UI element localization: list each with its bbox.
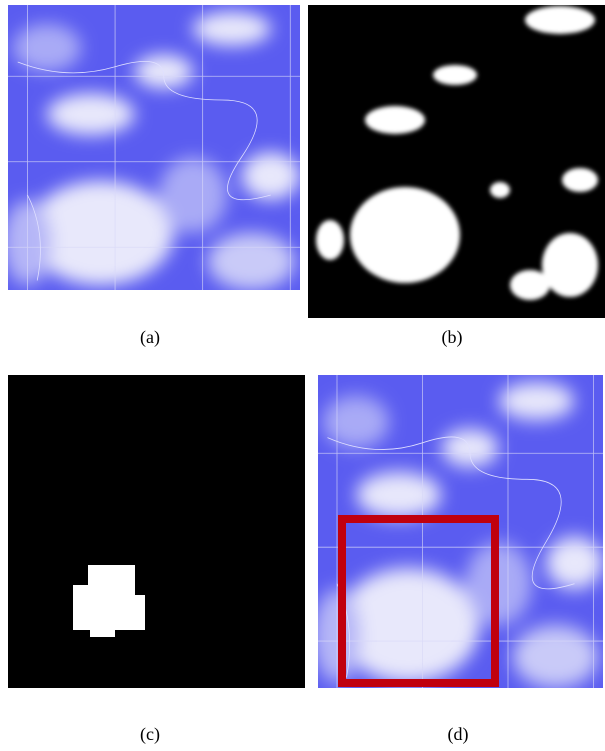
binary-image [308, 5, 605, 318]
satellite-image [3, 5, 300, 290]
caption: (d) [448, 724, 469, 745]
caption: (b) [442, 327, 463, 348]
figure: (a) (b) (c) (d) [0, 0, 605, 751]
cloud-layer [313, 375, 603, 688]
mask-image [8, 375, 305, 688]
caption: (c) [140, 724, 160, 745]
caption: (a) [140, 327, 160, 348]
cloud-layer [3, 5, 300, 290]
page: (a) (b) (c) (d) (() => { const data = JS… [0, 0, 605, 751]
satellite-image [313, 375, 603, 688]
